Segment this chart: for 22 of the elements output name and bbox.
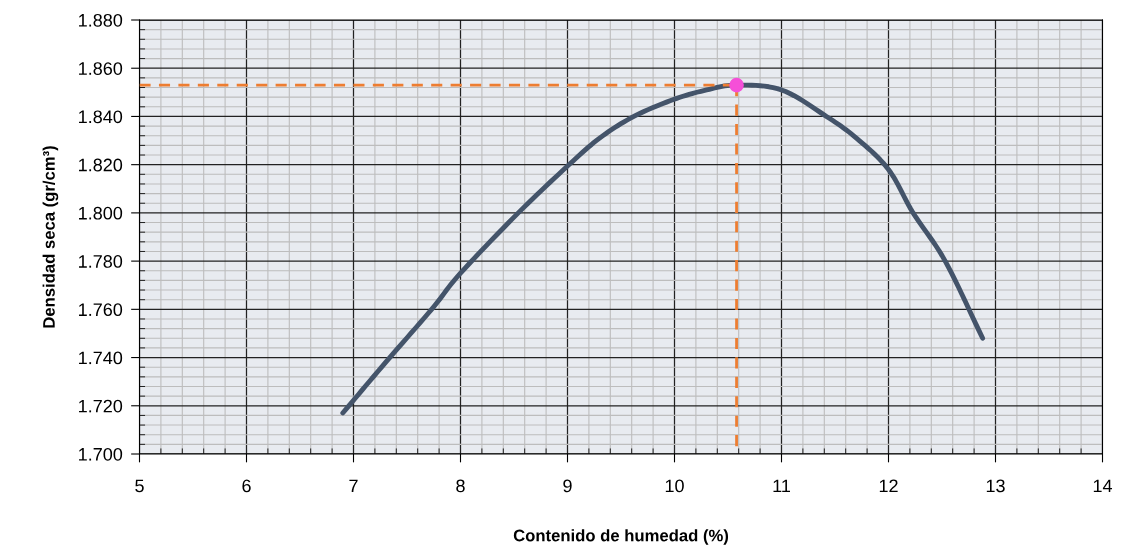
x-tick-label: 13: [986, 479, 1005, 493]
x-tick-label: 6: [242, 479, 251, 493]
y-tick-label: 1.840: [79, 110, 123, 124]
y-tick-label: 1.800: [79, 206, 123, 220]
y-tick-label: 1.880: [79, 13, 123, 27]
y-tick-label: 1.760: [79, 303, 123, 317]
y-tick-label: 1.700: [79, 447, 123, 461]
y-tick-label: 1.780: [79, 255, 123, 268]
x-tick-label: 10: [665, 479, 684, 493]
y-tick-label: 1.720: [79, 399, 123, 413]
x-tick-label: 14: [1093, 479, 1113, 493]
y-tick-label: 1.740: [79, 351, 123, 365]
y-tick-label: 1.860: [79, 62, 123, 75]
x-tick-label: 5: [135, 479, 144, 493]
x-tick-label: 11: [773, 479, 790, 493]
y-tick-label: 1.820: [79, 158, 123, 172]
x-tick-label: 9: [563, 479, 572, 493]
x-tick-label: 7: [349, 479, 358, 493]
x-tick-label: 8: [456, 479, 465, 493]
y-axis-title: Densidad seca (gr/cm³): [42, 146, 59, 328]
x-axis-title: Contenido de humedad (%): [513, 529, 729, 545]
x-tick-label: 12: [879, 479, 898, 493]
